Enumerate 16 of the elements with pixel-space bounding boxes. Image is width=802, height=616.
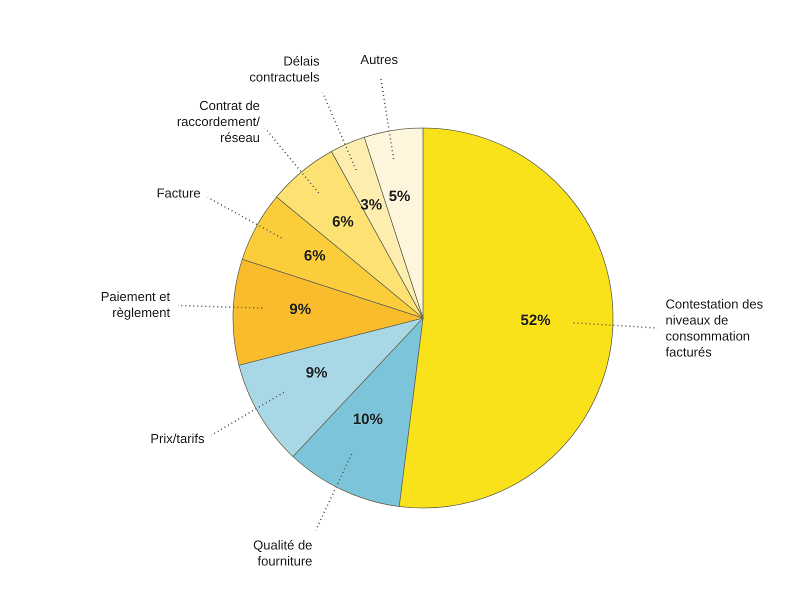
data-label: 52% — [520, 312, 551, 329]
data-label: 5% — [388, 188, 410, 206]
data-label: 6% — [304, 248, 326, 265]
slice-label: Autres — [360, 52, 398, 68]
data-label: 3% — [360, 196, 382, 214]
data-label: 10% — [352, 411, 383, 428]
data-label: 9% — [306, 364, 328, 382]
slice-label: Contestation des niveaux de consommation facturés — [666, 296, 764, 360]
data-label: 6% — [332, 214, 354, 231]
slice-label: Délais contractuels — [249, 53, 320, 84]
slice-label: Paiement et règlement — [100, 289, 171, 320]
data-label: 9% — [289, 300, 312, 318]
slice-label: Prix/tarifs — [150, 431, 206, 446]
slice-label: Contrat de raccordement/ réseau — [176, 98, 260, 145]
slice-label: Facture — [156, 186, 201, 201]
slice-label: Qualité de fourniture — [253, 537, 312, 568]
